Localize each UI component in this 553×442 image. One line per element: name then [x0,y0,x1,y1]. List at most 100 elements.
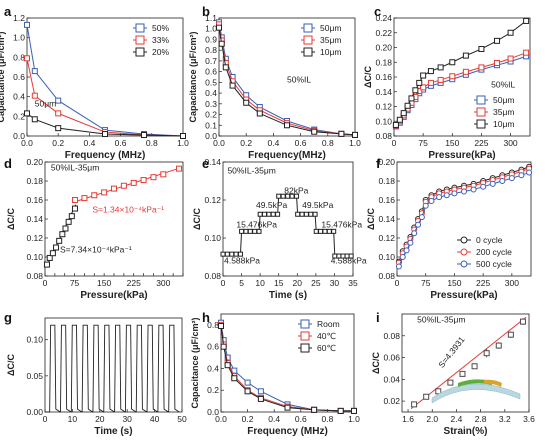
y-tick-label: 0.2 [205,110,217,120]
data-point [423,393,430,400]
data-point [420,84,427,91]
y-axis-label: ΔC/C [371,352,381,374]
data-point [216,24,222,31]
data-point [399,254,406,260]
data-point [427,79,434,86]
annotation: 50%IL [287,74,311,84]
x-tick-label: 0.0 [213,138,225,148]
data-point [55,125,62,132]
data-point [480,183,487,190]
x-tick-label: 0 [43,414,48,424]
y-tick-label: 0.6 [205,67,217,77]
data-point [231,375,238,382]
data-point [396,116,403,123]
data-point [400,110,407,117]
legend-marker [303,35,313,45]
data-point [451,190,458,197]
panel-e: e 0 5 10 15 20 25 30 35 0.08 0.10 0.12 0.14 Time (s) Δ… [192,156,367,301]
data-point [180,133,186,139]
x-tick-label: 150 [97,278,111,288]
data-point [46,254,53,261]
data-point [262,211,268,217]
x-tick-label: 35 [348,278,358,288]
series-high [71,165,183,203]
y-tick-label: 0.14 [378,214,395,224]
data-point [56,237,63,244]
series-line [45,324,180,413]
x-axis-label: Pressure(kPa) [430,290,497,301]
data-point [284,122,290,129]
data-point [313,228,319,234]
x-tick-label: 50 [177,414,187,424]
panel-f: f 0 75 150 225 300 0.08 0.10 0.12 0.14 0.16 0.18 0.2… [366,156,533,301]
panel-letter: d [4,156,12,171]
data-point [462,68,469,75]
y-tick-label: 0.10 [378,252,395,262]
series-line [218,27,356,136]
x-axis-label: Pressure(kPa) [428,150,495,161]
x-tick-label: 40 [150,414,160,424]
y-tick-label: 0.8 [205,45,217,55]
y-tick-label: 0.9 [205,34,217,44]
x-tick-label: 0.4 [83,138,95,148]
y-tick-label: 0.20 [26,157,43,167]
panel-letter: i [376,310,380,325]
data-point [403,247,410,254]
annotation: 82kPa [284,185,308,195]
x-axis-label: Frequency (MHz) [247,426,328,437]
y-axis-label: ΔC/C [6,354,16,376]
data-point [243,228,249,234]
x-tick-label: 0.4 [268,414,280,424]
legend-label: 20% [152,47,169,57]
legend-marker [135,23,145,33]
data-point [62,225,69,232]
data-point [495,342,502,349]
data-point [224,362,231,369]
data-point [416,79,423,86]
x-tick-label: 0.8 [322,138,334,148]
y-tick-label: 0.08 [383,331,400,341]
x-tick-label: 10 [255,278,265,288]
y-tick-label: 0.2 [207,385,219,395]
y-tick-label: 0.10 [375,116,392,126]
data-point [338,130,345,137]
yellow-layer [484,379,502,387]
x-tick-label: 1.6 [402,414,414,424]
series-500-cycle [395,169,533,270]
data-point [412,87,419,94]
legend-marker [300,343,310,353]
data-point [53,244,60,251]
data-point [318,228,324,234]
y-tick-label: 0.8 [13,52,25,62]
series-33- [24,55,186,139]
y-tick-label: 0.10 [26,252,43,262]
y-axis-label: ΔC/C [366,208,376,230]
x-axis-label: Time (s) [269,290,307,301]
x-tick-label: 0 [43,278,48,288]
legend-marker [476,119,486,129]
data-point [243,99,250,106]
data-point [141,132,147,139]
data-point [322,228,328,234]
y-tick-label: 0.20 [378,157,395,167]
data-point [295,211,301,217]
data-point [508,175,515,182]
y-tick-label: 0.6 [13,72,25,82]
y-tick-label: 0.14 [204,157,221,167]
series-line [26,24,184,137]
data-point [24,55,30,62]
data-point [489,180,496,187]
series-low [43,205,78,268]
data-point [461,188,467,195]
legend-label: 500 cycle [476,259,512,269]
legend: 50% 33% 20% [133,23,169,57]
data-point [91,192,98,199]
x-tick-label: 75 [421,278,431,288]
data-point [81,195,88,202]
data-point [140,177,147,184]
legend-marker [476,95,486,105]
series-line [395,20,527,126]
y-tick-label: 0.12 [26,233,43,243]
y-tick-label: 0.12 [378,233,395,243]
